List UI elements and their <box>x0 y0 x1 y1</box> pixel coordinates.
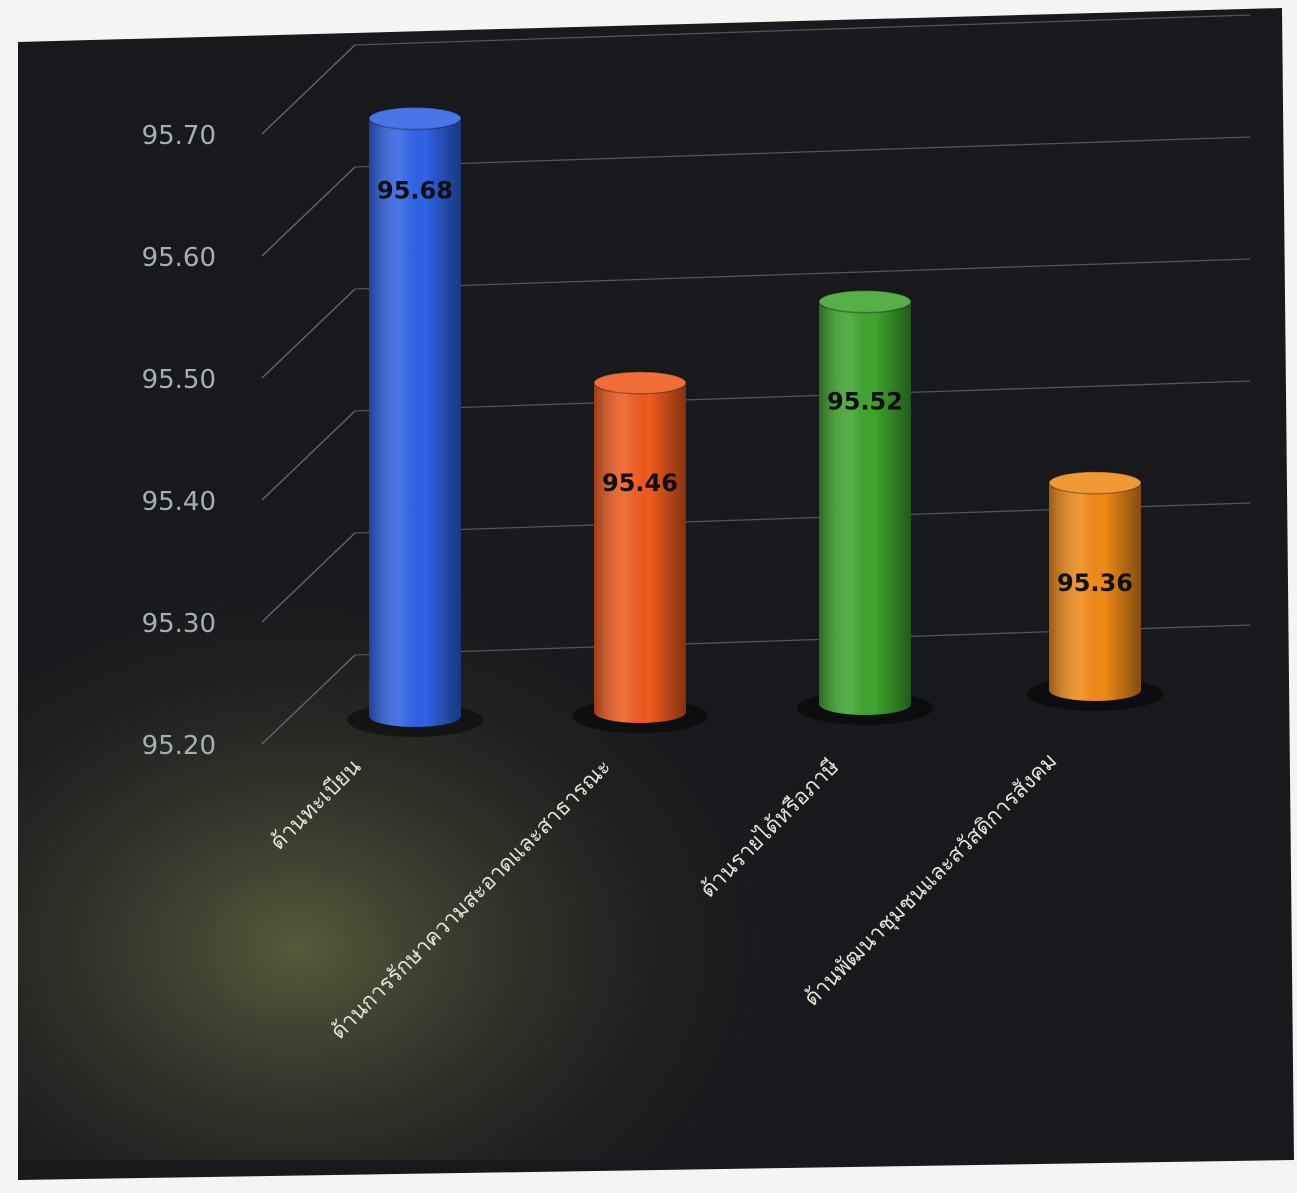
bar-top-highlight <box>594 371 686 394</box>
bar-shading <box>369 118 461 727</box>
bar-shading <box>819 301 911 715</box>
gridline <box>354 258 1251 290</box>
y-tick-label: 95.20 <box>142 731 216 761</box>
bar-shading <box>594 382 686 723</box>
data-label: 95.46 <box>602 469 678 497</box>
gridline <box>354 136 1251 168</box>
y-tick-label: 95.50 <box>142 365 216 395</box>
gridline-diagonal <box>261 654 356 745</box>
gridline-diagonal <box>261 532 356 623</box>
y-tick-label: 95.30 <box>142 609 216 639</box>
bar-top-highlight <box>819 290 911 313</box>
gridline-diagonal <box>261 44 356 135</box>
bar-shading <box>1049 482 1141 701</box>
gridline-diagonal <box>261 166 356 257</box>
y-axis-ticks: 95.20 95.30 95.40 95.50 95.60 95.70 <box>142 121 216 761</box>
data-label: 95.52 <box>827 388 903 416</box>
gridline-diagonal <box>261 410 356 501</box>
bars: 95.68 95.46 95.52 95.36 <box>347 106 1163 737</box>
data-label: 95.36 <box>1057 569 1133 597</box>
y-tick-label: 95.40 <box>142 487 216 517</box>
bar-top <box>818 289 912 314</box>
gridline <box>354 14 1251 46</box>
bar-top <box>368 106 462 131</box>
bar-top <box>1048 471 1142 495</box>
data-label: 95.68 <box>377 176 453 204</box>
y-tick-label: 95.70 <box>142 121 216 151</box>
gridline <box>354 380 1251 412</box>
y-tick-label: 95.60 <box>142 243 216 273</box>
bar-top-highlight <box>1049 471 1141 494</box>
bar-top-highlight <box>369 107 461 130</box>
gridline-diagonal <box>261 288 356 379</box>
bar-top <box>593 371 687 395</box>
